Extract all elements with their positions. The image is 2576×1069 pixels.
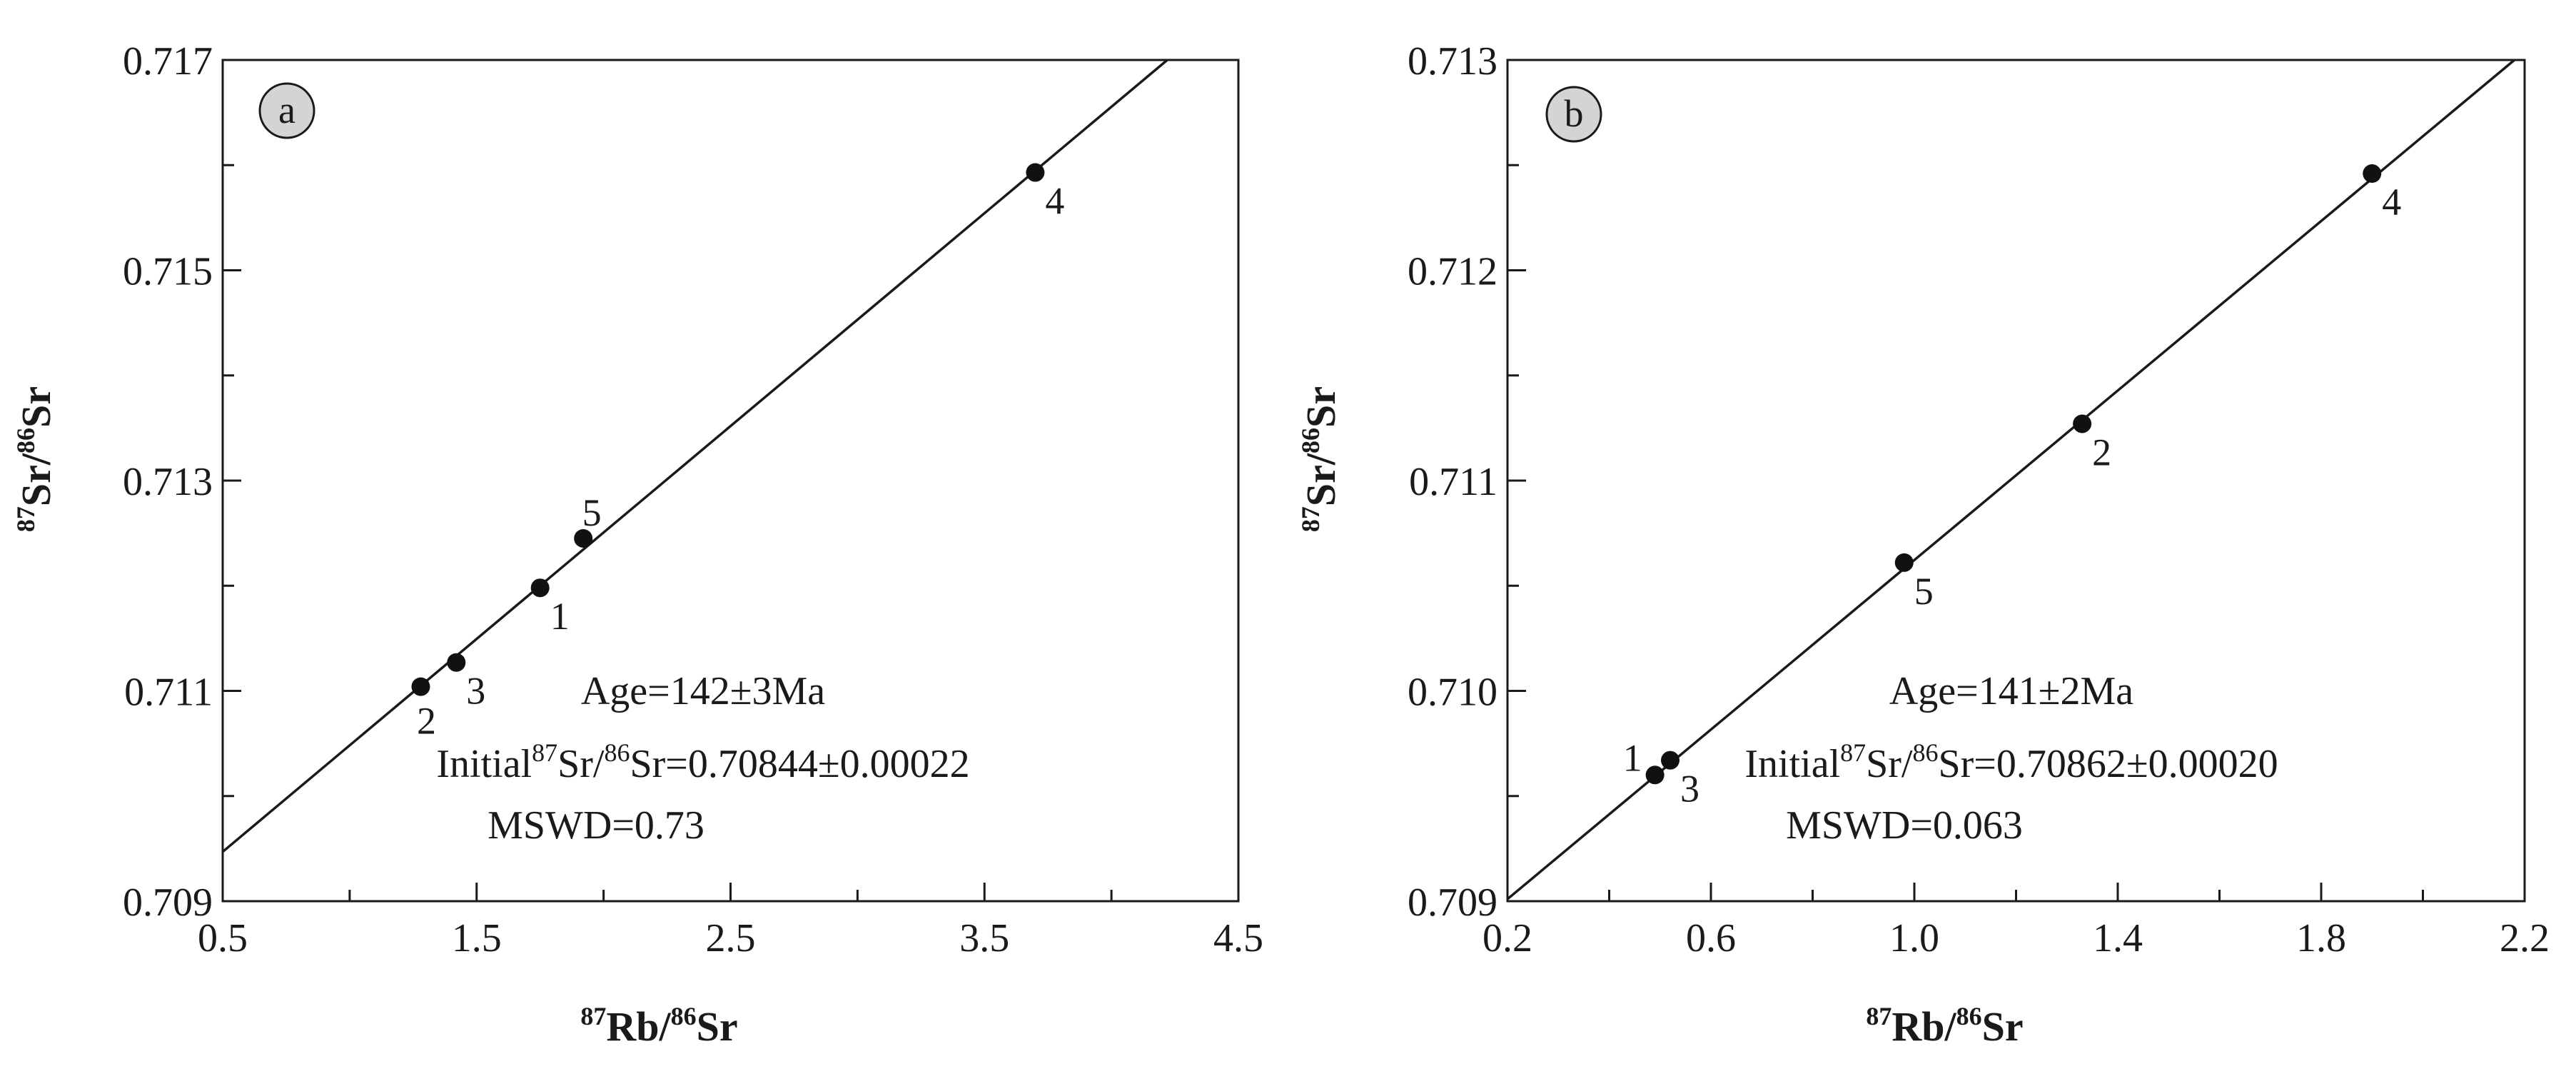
panel-a-point-label-2: 2 bbox=[417, 700, 436, 743]
panel-a-data-point-5 bbox=[574, 528, 593, 548]
panel-a-x-tick-label: 4.5 bbox=[1213, 916, 1263, 960]
panel-b-point-label-1: 1 bbox=[1623, 736, 1642, 779]
panel-a-point-label-1: 1 bbox=[550, 595, 570, 638]
panel-b-x-tick-label: 2.2 bbox=[2500, 916, 2550, 960]
panel-b-data-point-3 bbox=[1661, 751, 1680, 770]
panel-a-x-tick-label: 3.5 bbox=[959, 916, 1009, 960]
panel-b-y-tick-label: 0.710 bbox=[1408, 671, 1497, 715]
panel-b-initial-ratio-annotation: Initial87Sr/86Sr=0.70862±0.00020 bbox=[1744, 738, 2278, 786]
panel-b-x-tick-label: 0.2 bbox=[1483, 916, 1532, 960]
panel-b-data-point-4 bbox=[2363, 164, 2382, 184]
panel-b-y-tick-label: 0.712 bbox=[1408, 250, 1497, 294]
panel-b-y-axis-label: 87Sr/86Sr bbox=[1296, 386, 1344, 532]
panel-a-initial-ratio-annotation: Initial87Sr/86Sr=0.70844±0.00022 bbox=[436, 738, 969, 786]
panel-b-x-axis-label: 87Rb/86Sr bbox=[1866, 1002, 2023, 1050]
panel-b-data-point-2 bbox=[2073, 414, 2092, 433]
panel-b-data-point-5 bbox=[1894, 553, 1914, 572]
panel-a-isochron-fit-line bbox=[221, 59, 1168, 853]
panel-a-point-label-4: 4 bbox=[1045, 180, 1064, 223]
panel-a-mswd-annotation: MSWD=0.73 bbox=[488, 803, 704, 848]
panel-a-x-axis-label: 87Rb/86Sr bbox=[580, 1002, 737, 1050]
panel-a-data-point-4 bbox=[1026, 163, 1045, 182]
panel-b-point-label-4: 4 bbox=[2382, 181, 2401, 224]
panel-b-x-tick-label: 0.6 bbox=[1686, 916, 1736, 960]
panel-a-y-tick-label: 0.709 bbox=[123, 880, 213, 925]
panel-b-x-tick-label: 1.4 bbox=[2093, 916, 2143, 960]
panel-a-data-point-3 bbox=[447, 653, 466, 672]
panel-b-age-annotation: Age=141±2Ma bbox=[1889, 669, 2133, 713]
panel-a-point-label-3: 3 bbox=[466, 670, 485, 713]
panel-a-panel-letter: a bbox=[278, 89, 296, 131]
panel-b-mswd-annotation: MSWD=0.063 bbox=[1786, 803, 2023, 848]
panel-b-data-point-1 bbox=[1645, 766, 1665, 785]
panel-a-x-tick-label: 0.5 bbox=[198, 916, 248, 960]
panel-a-data-point-1 bbox=[530, 578, 550, 598]
panel-b-point-label-3: 3 bbox=[1680, 768, 1699, 810]
panel-a-x-tick-label: 2.5 bbox=[706, 916, 756, 960]
panel-a-y-axis-label: 87Sr/86Sr bbox=[11, 386, 59, 532]
panel-a-x-tick-label: 1.5 bbox=[452, 916, 502, 960]
panel-a-panel-badge bbox=[258, 82, 315, 139]
panel-a-data-point-2 bbox=[411, 677, 430, 696]
panel-b-panel-badge bbox=[1545, 86, 1602, 143]
panel-b-panel-letter: b bbox=[1565, 92, 1584, 135]
panel-a-y-tick-label: 0.711 bbox=[124, 671, 213, 715]
panel-a-y-tick-label: 0.715 bbox=[123, 250, 213, 294]
panel-b-y-tick-label: 0.713 bbox=[1408, 39, 1497, 84]
panel-b-point-label-2: 2 bbox=[2092, 431, 2111, 473]
panel-a-point-label-5: 5 bbox=[582, 491, 602, 534]
panel-b-point-label-5: 5 bbox=[1914, 570, 1934, 613]
panel-b-y-tick-label: 0.709 bbox=[1408, 880, 1497, 925]
panel-a-y-tick-label: 0.713 bbox=[123, 460, 213, 504]
panel-a-age-annotation: Age=142±3Ma bbox=[581, 669, 825, 713]
chart-panel-a: 0.5 1.5 2.5 3.5 4.5 0.709 0.711 0.713 0.715 0.717… bbox=[11, 39, 1263, 1050]
panel-b-x-tick-label: 1.0 bbox=[1889, 916, 1939, 960]
panel-a-y-tick-label: 0.717 bbox=[123, 39, 213, 84]
chart-panel-b: 0.2 0.6 1.0 1.4 1.8 2.2 0.709 0.710 0.711 0.712 0.… bbox=[1296, 39, 2550, 1050]
panel-b-y-tick-label: 0.711 bbox=[1409, 460, 1497, 504]
panel-b-x-tick-label: 1.8 bbox=[2296, 916, 2346, 960]
